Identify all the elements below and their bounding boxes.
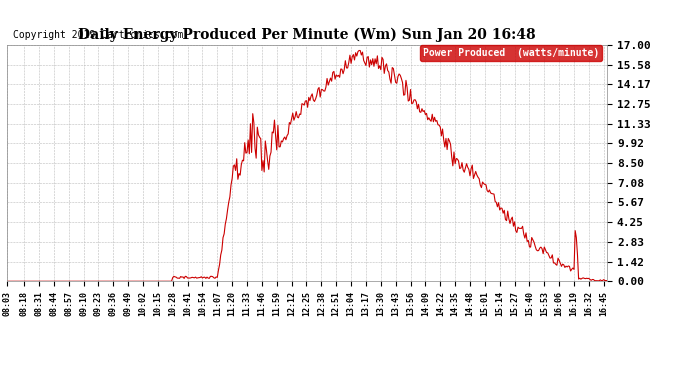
Legend: Power Produced  (watts/minute): Power Produced (watts/minute) [420,45,602,61]
Title: Daily Energy Produced Per Minute (Wm) Sun Jan 20 16:48: Daily Energy Produced Per Minute (Wm) Su… [78,28,536,42]
Text: Copyright 2019 Cartronics.com: Copyright 2019 Cartronics.com [13,30,184,40]
